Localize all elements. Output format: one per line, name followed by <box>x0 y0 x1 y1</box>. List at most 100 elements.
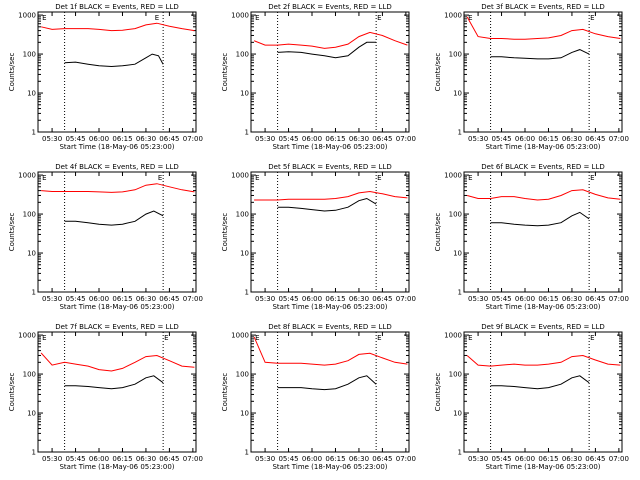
y-tick-label: 1000 <box>231 332 249 340</box>
x-tick-label: 07:00 <box>396 455 416 463</box>
x-tick-label: 06:45 <box>585 295 605 303</box>
x-tick-label: 07:00 <box>183 295 203 303</box>
x-tick-label: 06:30 <box>349 135 369 143</box>
x-axis-label: Start Time (18-May-06 05:23:00) <box>59 303 174 311</box>
x-tick-label: 06:45 <box>372 135 392 143</box>
black-series-line <box>490 211 590 227</box>
y-tick-label: 100 <box>236 211 249 219</box>
x-tick-label: 06:00 <box>302 455 322 463</box>
y-tick-label: 10 <box>240 250 249 258</box>
x-tick-label: 06:15 <box>325 455 345 463</box>
chart-title: Det 1f BLACK = Events, RED = LLD <box>55 3 178 11</box>
event-marker: E <box>590 174 594 182</box>
red-series-line <box>466 354 621 367</box>
y-tick-label: 10 <box>27 410 36 418</box>
black-series-line <box>64 53 164 68</box>
y-tick-label: 1 <box>32 129 36 137</box>
y-tick-label: 1000 <box>18 332 36 340</box>
x-tick-label: 05:45 <box>278 295 298 303</box>
event-marker: E <box>42 334 46 342</box>
y-tick-label: 10 <box>453 90 462 98</box>
y-tick-label: 1000 <box>231 172 249 180</box>
x-axis-label: Start Time (18-May-06 05:23:00) <box>485 143 600 151</box>
event-marker: E <box>255 14 259 22</box>
x-tick-label: 06:15 <box>112 295 132 303</box>
x-tick-label: 05:45 <box>491 455 511 463</box>
x-tick-label: 05:30 <box>42 135 62 143</box>
y-axis-label: Counts/sec <box>8 53 16 92</box>
chart-title: Det 4f BLACK = Events, RED = LLD <box>55 163 178 171</box>
y-tick-label: 10 <box>453 410 462 418</box>
x-tick-label: 07:00 <box>183 135 203 143</box>
x-tick-label: 06:45 <box>372 455 392 463</box>
y-tick-label: 100 <box>236 51 249 59</box>
event-marker: E <box>255 174 259 182</box>
y-axis-label: Counts/sec <box>221 213 229 252</box>
red-series-line <box>40 352 195 372</box>
event-marker: E <box>42 14 46 22</box>
y-tick-label: 1 <box>458 449 462 457</box>
y-axis-label: Counts/sec <box>8 213 16 252</box>
red-series-line <box>40 22 195 32</box>
event-marker: E <box>255 334 259 342</box>
x-tick-label: 06:15 <box>538 295 558 303</box>
x-tick-label: 07:00 <box>609 295 629 303</box>
x-tick-label: 06:15 <box>325 295 345 303</box>
x-axis-label: Start Time (18-May-06 05:23:00) <box>272 463 387 471</box>
x-tick-label: 05:45 <box>278 135 298 143</box>
red-series-line <box>253 31 408 49</box>
x-tick-label: 05:30 <box>255 455 275 463</box>
y-tick-label: 100 <box>449 211 462 219</box>
x-tick-label: 05:30 <box>255 135 275 143</box>
x-tick-label: 05:45 <box>491 135 511 143</box>
event-marker: E <box>42 174 46 182</box>
y-axis-label: Counts/sec <box>434 53 442 92</box>
x-tick-label: 06:15 <box>325 135 345 143</box>
plot-frame <box>250 171 410 293</box>
chart-panel-5: Det 5f BLACK = Events, RED = LLD 1 10 100 10… <box>221 163 416 311</box>
x-tick-label: 07:00 <box>609 135 629 143</box>
black-series-line <box>277 197 377 212</box>
y-axis-label: Counts/sec <box>434 373 442 412</box>
x-axis-label: Start Time (18-May-06 05:23:00) <box>59 463 174 471</box>
event-marker: E <box>377 14 381 22</box>
chart-title: Det 5f BLACK = Events, RED = LLD <box>268 163 391 171</box>
x-tick-label: 07:00 <box>396 135 416 143</box>
event-marker: E <box>590 334 594 342</box>
x-tick-label: 06:30 <box>136 135 156 143</box>
x-tick-label: 06:00 <box>302 295 322 303</box>
x-tick-label: 07:00 <box>609 455 629 463</box>
y-tick-label: 100 <box>23 51 36 59</box>
chart-panel-2: Det 2f BLACK = Events, RED = LLD 1 10 100 10… <box>221 3 416 151</box>
x-tick-label: 05:30 <box>42 455 62 463</box>
y-axis-label: Counts/sec <box>8 373 16 412</box>
chart-title: Det 6f BLACK = Events, RED = LLD <box>481 163 604 171</box>
y-tick-label: 100 <box>236 371 249 379</box>
chart-title: Det 9f BLACK = Events, RED = LLD <box>481 323 604 331</box>
y-tick-label: 10 <box>240 410 249 418</box>
x-axis-label: Start Time (18-May-06 05:23:00) <box>485 303 600 311</box>
event-marker: E <box>468 174 472 182</box>
x-tick-label: 07:00 <box>183 455 203 463</box>
event-marker: E <box>158 174 162 182</box>
y-tick-label: 1 <box>245 289 249 297</box>
x-tick-label: 05:30 <box>468 295 488 303</box>
black-series-line <box>277 41 377 59</box>
black-series-line <box>64 375 164 390</box>
x-tick-label: 06:30 <box>349 455 369 463</box>
x-tick-label: 06:30 <box>349 295 369 303</box>
y-axis-label: Counts/sec <box>434 213 442 252</box>
chart-panel-9: Det 9f BLACK = Events, RED = LLD 1 10 100 10… <box>434 323 629 471</box>
event-marker: E <box>590 14 594 22</box>
x-tick-label: 07:00 <box>396 295 416 303</box>
x-tick-label: 06:30 <box>562 455 582 463</box>
plot-frame <box>463 171 623 293</box>
y-tick-label: 1 <box>458 289 462 297</box>
chart-title: Det 8f BLACK = Events, RED = LLD <box>268 323 391 331</box>
black-series-line <box>490 375 590 390</box>
y-tick-label: 100 <box>449 371 462 379</box>
x-tick-label: 05:45 <box>278 455 298 463</box>
plot-frame <box>37 171 197 293</box>
plot-frame <box>250 11 410 133</box>
y-tick-label: 1 <box>458 129 462 137</box>
